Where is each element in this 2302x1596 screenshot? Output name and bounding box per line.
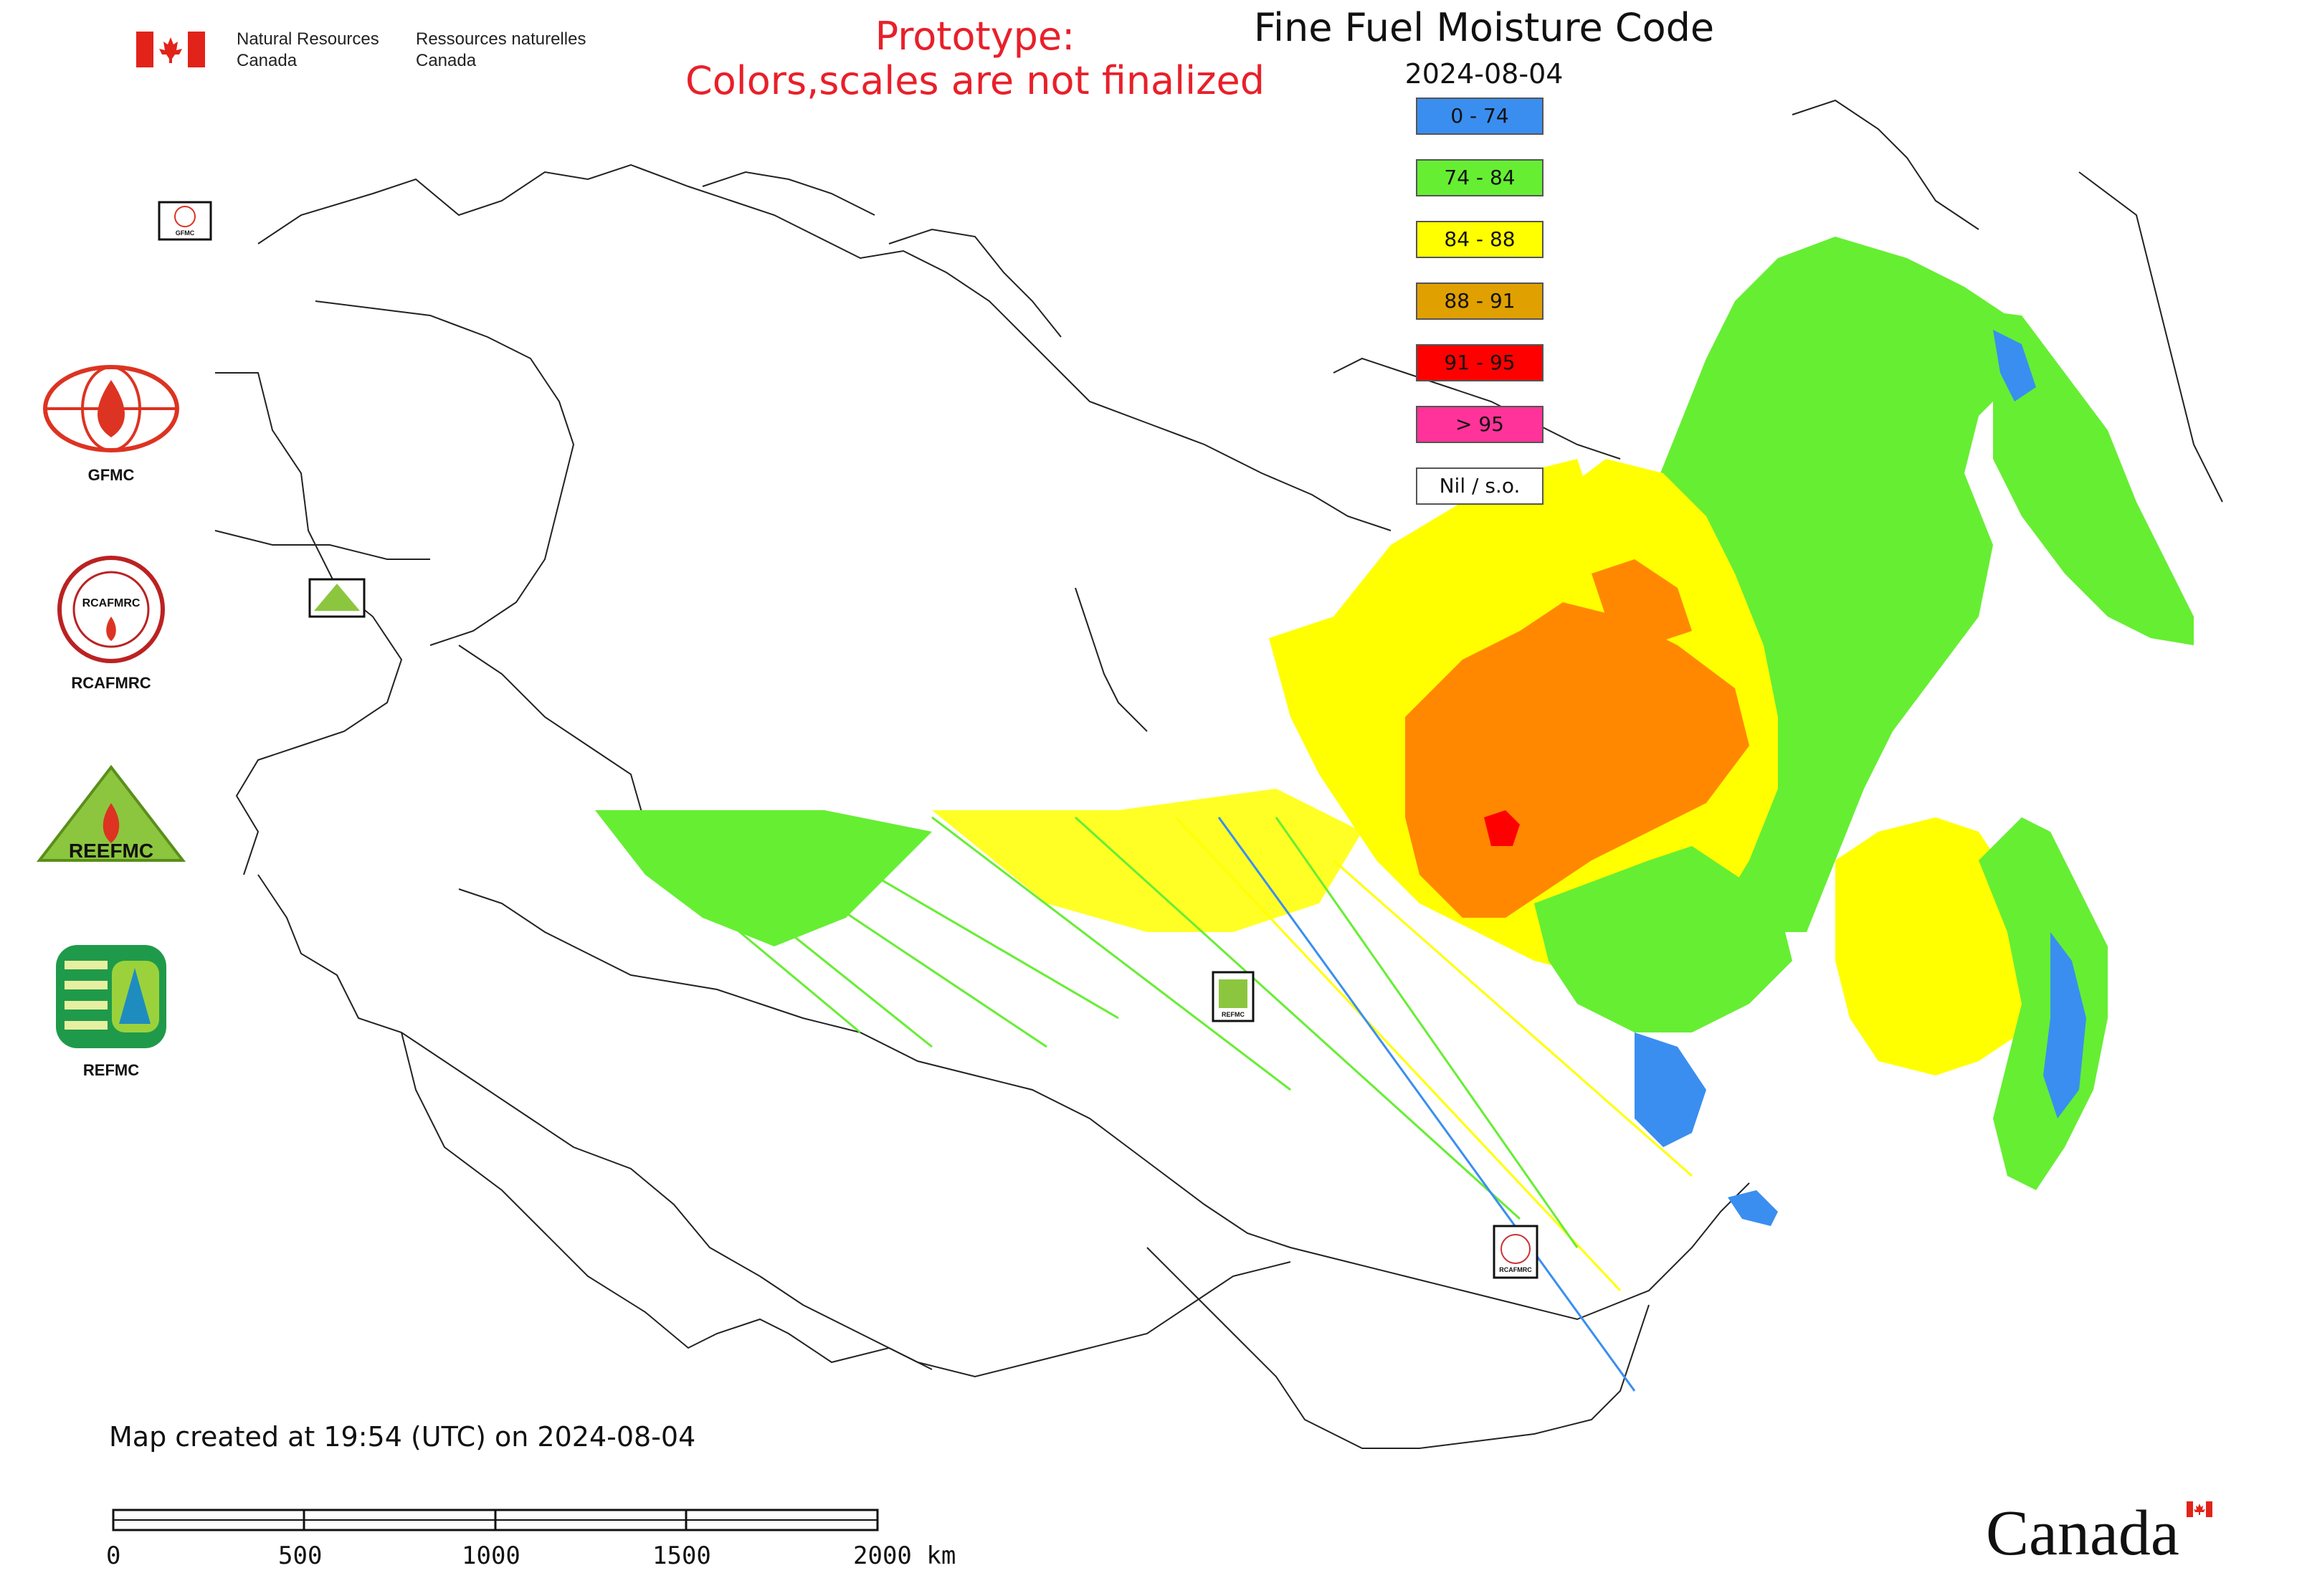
legend-item-0-74: 0 - 74 <box>1416 98 1544 135</box>
rcafmrc-emblem-text: RCAFMRC <box>82 597 141 609</box>
region-orange-north <box>1592 559 1692 645</box>
canada-wordmark-text: Canada <box>1986 1498 2179 1567</box>
region-green-south <box>1534 846 1792 1032</box>
scale-bar-graphic <box>112 1509 879 1531</box>
badge-label-gfmc: GFMC <box>176 229 195 237</box>
scale-tick: 1000 <box>462 1542 520 1570</box>
map-badge-reefmc <box>308 578 366 618</box>
map-date: 2024-08-04 <box>1404 58 1564 90</box>
region-yellow-north <box>1276 459 1592 660</box>
agency-name-fr: Ressources naturelles Canada <box>416 29 586 70</box>
map-title: Fine Fuel Moisture Code <box>1253 5 1715 50</box>
scale-tick: 1500 <box>652 1542 711 1570</box>
map-badge-rcafmrc <box>1493 1225 1538 1279</box>
canada-wordmark-graphic: Canada <box>1986 1498 2212 1569</box>
legend-item-88-91: 88 - 91 <box>1416 282 1544 320</box>
legend-item-91-95: 91 - 95 <box>1416 344 1544 381</box>
refmc-emblem-icon <box>56 945 166 1048</box>
legend-item-gt-95: > 95 <box>1416 406 1544 443</box>
map-badge-refmc <box>1212 971 1255 1022</box>
scale-tick: 500 <box>278 1542 323 1570</box>
refmc-logo: REFMC <box>29 939 194 1080</box>
region-blue-primorye <box>2043 932 2086 1118</box>
rcafmrc-logo: RCAFMRC RCAFMRC <box>29 552 194 693</box>
region-blue-coast <box>1993 330 2036 402</box>
scale-tick: 2000 km <box>853 1542 956 1570</box>
region-red-spot <box>1484 810 1520 846</box>
boundary-lines <box>214 99 2223 1449</box>
scale-tick: 0 <box>106 1542 121 1570</box>
ffmc-field <box>595 237 2194 1226</box>
scale-bar: 0 500 1000 1500 2000 km <box>106 1501 1040 1580</box>
prototype-notice: Prototype: Colors,scales are not finaliz… <box>685 14 1265 103</box>
region-green-primorye <box>1979 817 2108 1190</box>
badge-label-rcafmrc: RCAFMRC <box>1499 1266 1532 1273</box>
map-badge-gfmc <box>158 201 212 241</box>
reefmc-logo: REEFMC <box>29 760 194 882</box>
rcafmrc-emblem-icon: RCAFMRC <box>57 556 165 663</box>
legend-item-nil: Nil / s.o. <box>1416 467 1544 505</box>
map-created-note: Map created at 19:54 (UTC) on 2024-08-04 <box>109 1421 696 1453</box>
reefmc-emblem-text: REEFMC <box>69 840 153 862</box>
gfmc-emblem-icon <box>43 365 179 452</box>
reefmc-emblem-icon: REEFMC <box>36 764 186 862</box>
legend-item-84-88: 84 - 88 <box>1416 221 1544 258</box>
region-yellow-west-band <box>932 789 1362 932</box>
region-blue-island <box>1728 1190 1778 1226</box>
legend-item-74-84: 74 - 84 <box>1416 159 1544 196</box>
streak-lines <box>601 816 1693 1392</box>
canada-wordmark: Canada <box>1986 1496 2222 1569</box>
gfmc-logo: GFMC <box>29 358 194 485</box>
agency-name-en: Natural Resources Canada <box>237 29 379 70</box>
nrcan-signature: Natural Resources Canada Ressources natu… <box>136 29 638 79</box>
canada-flag-icon <box>136 32 205 67</box>
badge-label-refmc: REFMC <box>1222 1011 1245 1018</box>
region-blue-south <box>1635 1032 1706 1147</box>
